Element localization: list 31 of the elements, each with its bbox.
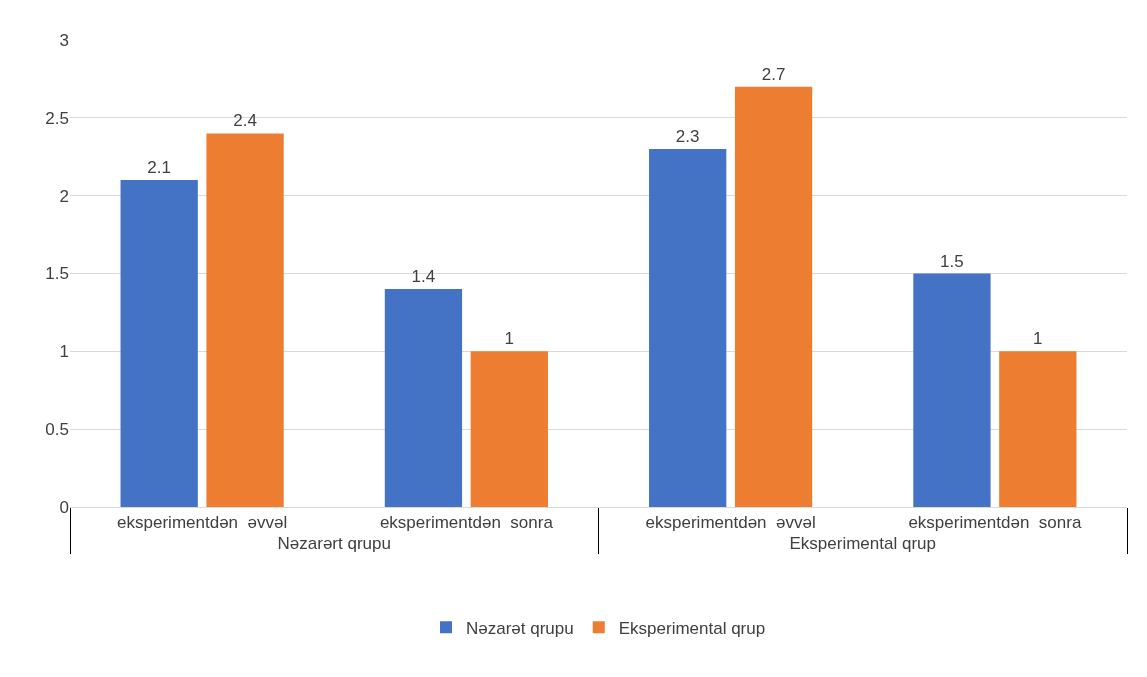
data-label: 2.7	[761, 64, 786, 84]
data-label: 2.3	[675, 126, 700, 146]
data-label: 1.4	[411, 267, 436, 287]
data-label: 2.1	[147, 158, 172, 178]
bar	[649, 148, 727, 507]
y-tick-label: 2.5	[45, 108, 69, 128]
x-tick-label: eksperimentdən əvvəl	[645, 513, 816, 533]
bar	[999, 351, 1077, 507]
bar	[120, 180, 198, 507]
y-tick-label: 1.5	[45, 264, 69, 284]
text: Eksperimental qrup	[789, 534, 936, 554]
x-tick-label: eksperimentdən sonra	[379, 513, 554, 533]
bar	[206, 133, 284, 507]
y-tick-label: 2	[59, 186, 69, 206]
bar	[384, 289, 463, 507]
bar	[734, 86, 813, 507]
x-tick-label: eksperimentdən əvvəl	[117, 513, 288, 533]
y-tick-label: 0	[59, 497, 69, 517]
x-tick-label: eksperimentdən sonra	[908, 513, 1082, 533]
legend-label: Nəzarət qrupu	[466, 618, 574, 638]
text: Nəzarərt qrupu	[277, 534, 391, 554]
data-label: 1.5	[940, 251, 964, 271]
legend-label: Eksperimental qrup	[618, 618, 766, 638]
data-label: 1	[504, 329, 515, 349]
bar	[913, 273, 991, 507]
data-label: 2.4	[233, 111, 257, 131]
y-tick-label: 1	[59, 342, 69, 362]
bar	[470, 351, 548, 507]
y-tick-label: 3	[59, 30, 69, 50]
data-label: 1	[1033, 329, 1043, 349]
y-tick-label: 0.5	[45, 420, 69, 440]
